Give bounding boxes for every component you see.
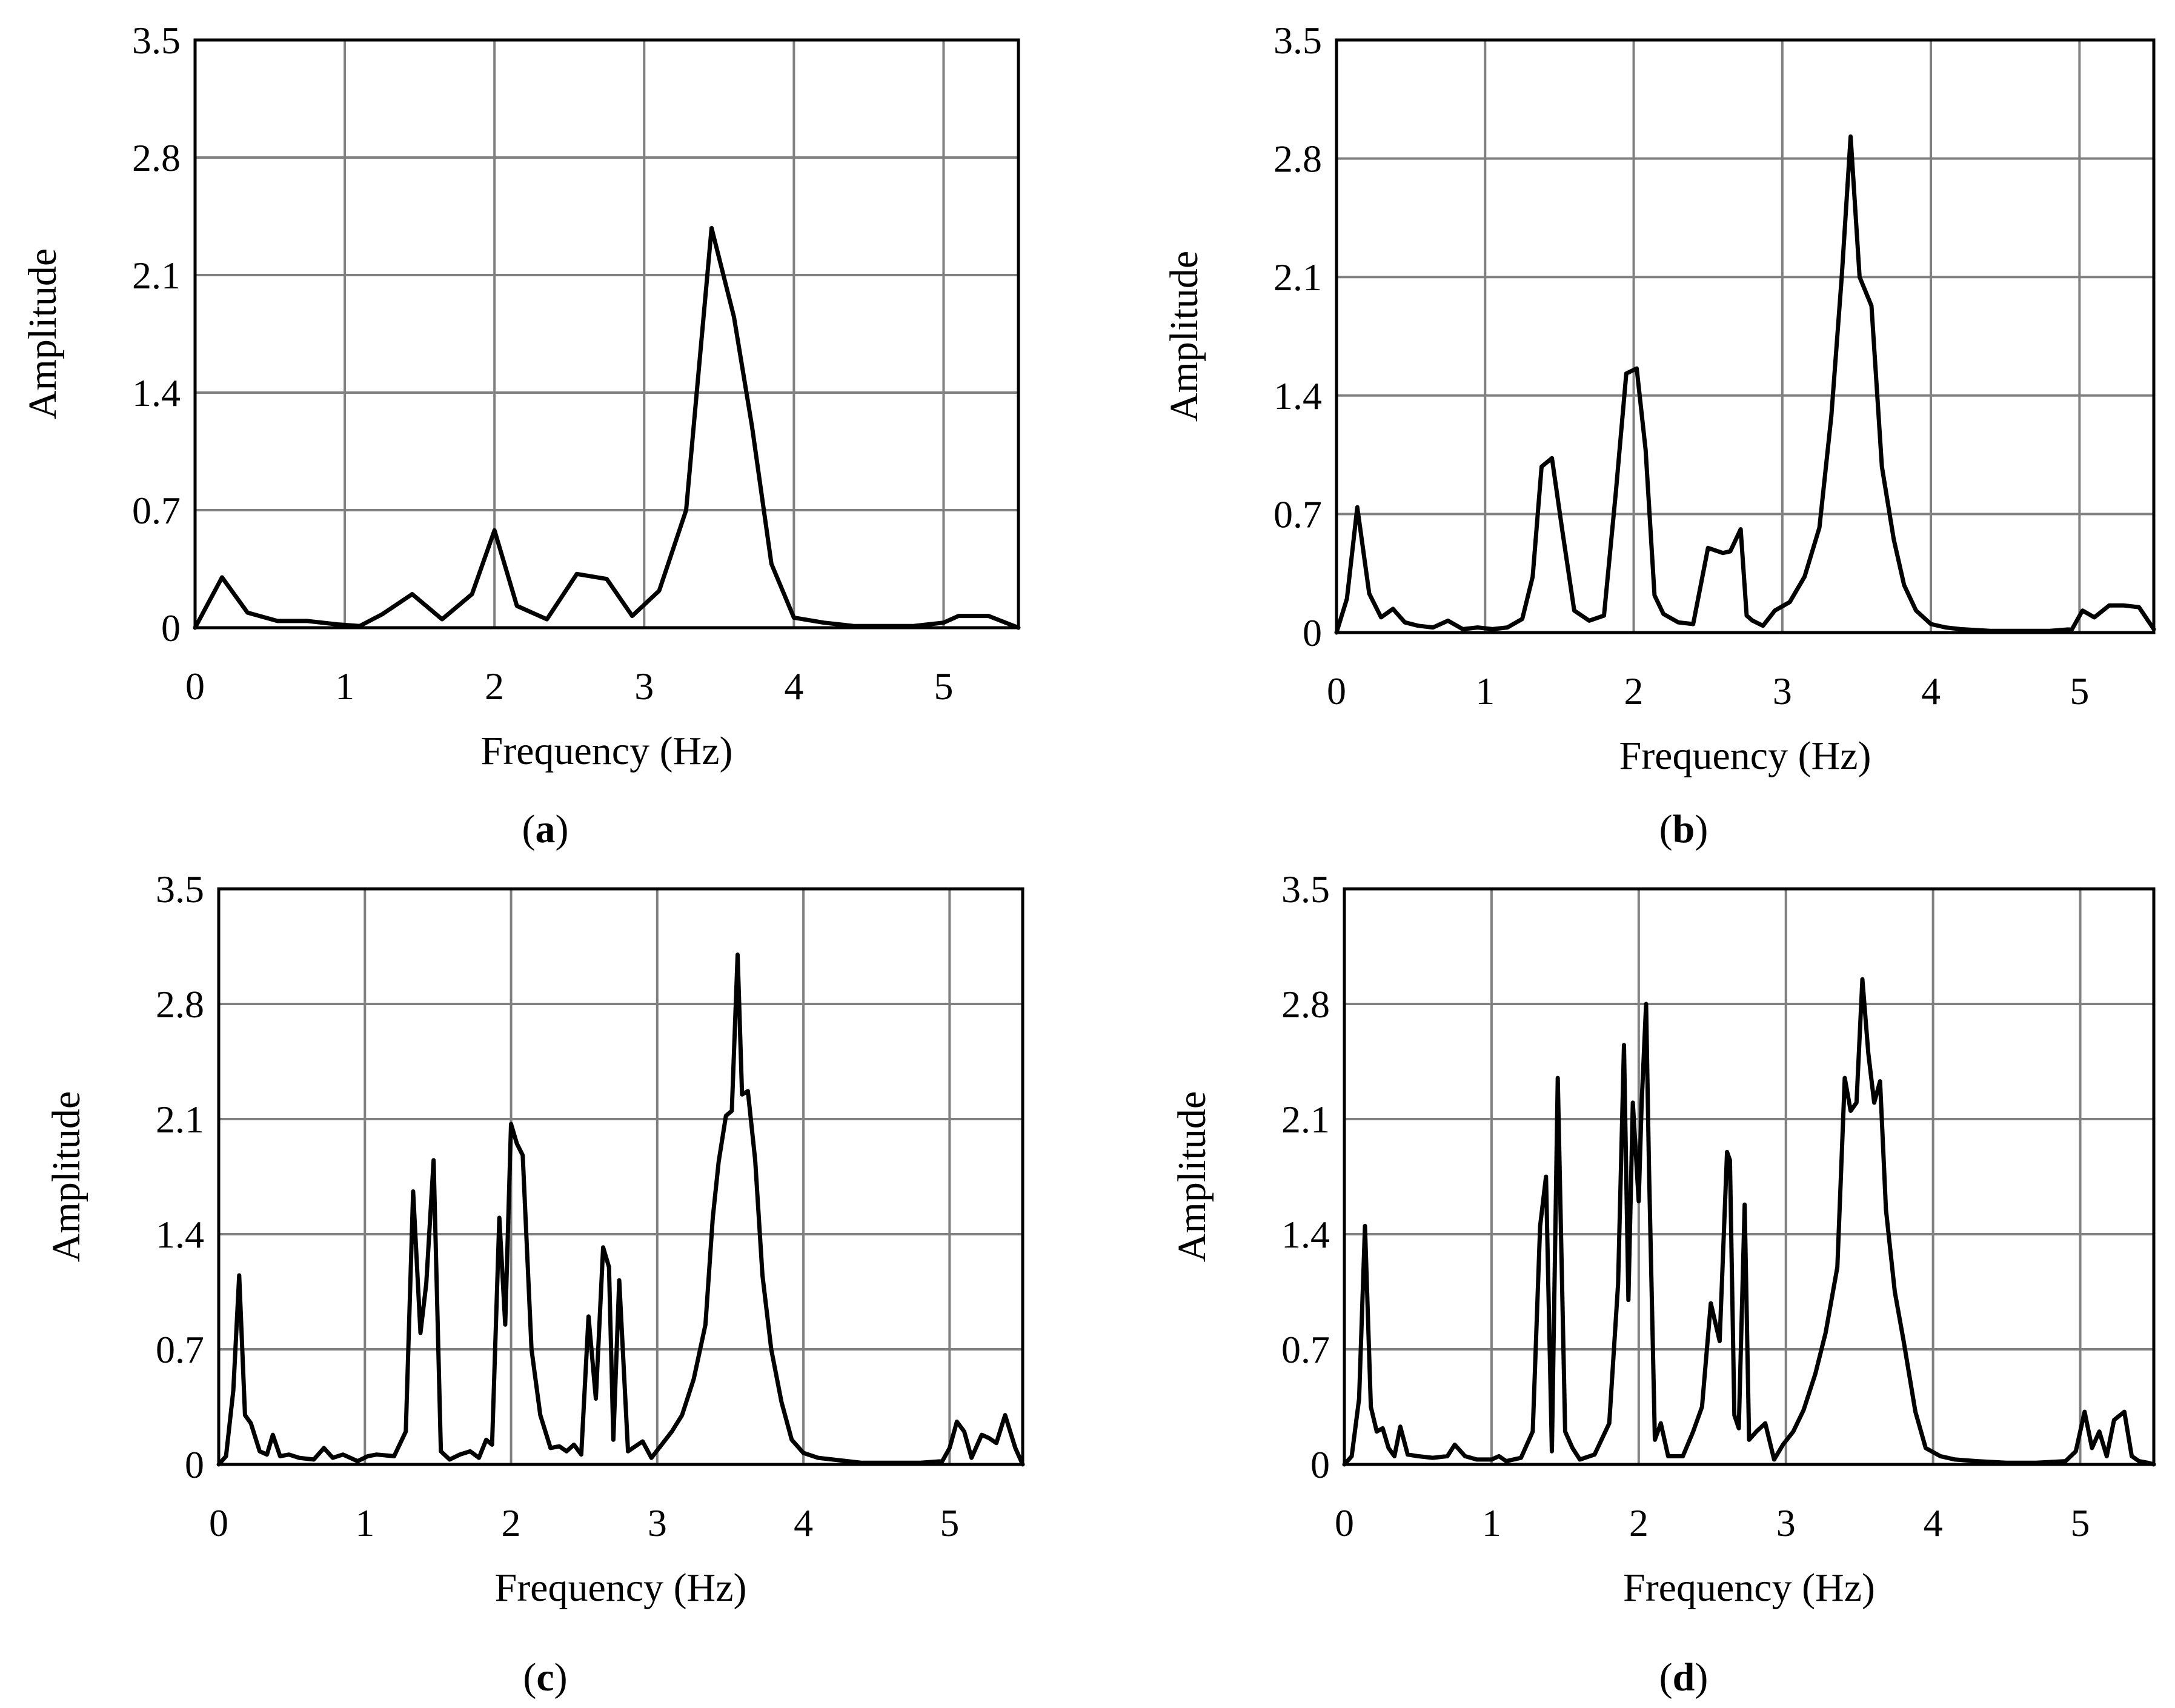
panel-c-y-tick-4: 2.8 [156, 983, 204, 1026]
panel-a-grid [195, 40, 1018, 628]
panel-b-x-tick-1: 1 [1475, 670, 1495, 713]
panel-a-x-tick-1: 1 [335, 665, 354, 708]
panel-a-x-tick-4: 4 [784, 665, 803, 708]
panel-a: 0 1 2 3 4 5 0 0.7 1.4 2.1 2.8 3.5 Frequency (Hz) Am… [21, 19, 1021, 851]
panel-a-y-tick-1: 0.7 [132, 489, 181, 532]
panel-a-x-tick-5: 5 [934, 665, 953, 708]
panel-d-y-tick-4: 2.8 [1281, 983, 1330, 1026]
panel-c-y-tick-2: 1.4 [156, 1213, 204, 1256]
panel-c-y-tick-5: 3.5 [156, 868, 204, 911]
panel-c-y-tick-1: 0.7 [156, 1328, 204, 1371]
panel-b-x-axis-label: Frequency (Hz) [1619, 734, 1871, 778]
panel-a-ticks: 0 1 2 3 4 5 0 0.7 1.4 2.1 2.8 3.5 [132, 19, 953, 708]
panel-c-x-tick-0: 0 [209, 1501, 228, 1544]
panel-b-plot-frame [1335, 38, 2156, 634]
panel-b-y-tick-2: 1.4 [1273, 374, 1322, 417]
panel-b: 0 1 2 3 4 5 0 0.7 1.4 2.1 2.8 3.5 Frequency (Hz) Am… [1162, 19, 2156, 851]
panel-a-y-axis-label: Amplitude [21, 248, 65, 419]
panel-a-y-tick-3: 2.1 [132, 254, 181, 297]
panel-b-caption: (b) [1659, 807, 1708, 851]
panel-d-ticks: 0 1 2 3 4 5 0 0.7 1.4 2.1 2.8 3.5 [1281, 868, 2090, 1544]
panel-b-caption-letter: b [1673, 807, 1695, 851]
panel-d-y-tick-1: 0.7 [1281, 1328, 1330, 1371]
panel-c: 0 1 2 3 4 5 0 0.7 1.4 2.1 2.8 3.5 Frequency (Hz) Am… [44, 868, 1025, 1700]
panel-b-x-tick-0: 0 [1327, 670, 1346, 713]
panel-a-y-tick-5: 3.5 [132, 19, 181, 62]
panel-d-x-tick-5: 5 [2071, 1501, 2090, 1544]
panel-c-x-tick-5: 5 [940, 1501, 959, 1544]
panel-d-x-tick-3: 3 [1776, 1501, 1796, 1544]
panel-c-y-tick-0: 0 [185, 1443, 204, 1486]
panel-c-x-tick-2: 2 [502, 1501, 521, 1544]
panel-c-plot-frame [217, 887, 1024, 1466]
panel-a-x-axis-label: Frequency (Hz) [481, 729, 733, 773]
panel-a-caption: (a) [522, 807, 569, 851]
panel-a-caption-letter: a [536, 807, 556, 851]
panel-d: 0 1 2 3 4 5 0 0.7 1.4 2.1 2.8 3.5 Frequency (Hz) Am… [1170, 868, 2156, 1700]
panel-d-plot-frame [1343, 887, 2156, 1466]
panel-a-y-tick-2: 1.4 [132, 371, 181, 414]
panel-d-x-tick-1: 1 [1482, 1501, 1501, 1544]
panel-a-x-tick-2: 2 [485, 665, 504, 708]
panel-d-y-tick-3: 2.1 [1281, 1098, 1330, 1141]
panel-b-y-axis-label: Amplitude [1162, 251, 1206, 422]
panel-b-grid [1337, 40, 2154, 633]
panel-b-y-tick-1: 0.7 [1273, 493, 1322, 536]
panel-c-spectrum-line [216, 952, 1025, 1467]
panel-a-x-tick-0: 0 [185, 665, 205, 708]
panel-c-caption-letter: c [536, 1655, 554, 1700]
panel-a-y-tick-0: 0 [161, 606, 181, 650]
panel-a-y-tick-4: 2.8 [132, 136, 181, 179]
panel-d-y-tick-5: 3.5 [1281, 868, 1330, 911]
panel-c-y-tick-3: 2.1 [156, 1098, 204, 1141]
panel-b-spectrum-line [1334, 134, 2156, 635]
panel-d-y-axis-label: Amplitude [1170, 1091, 1214, 1262]
panel-b-x-tick-5: 5 [2070, 670, 2089, 713]
panel-d-x-tick-0: 0 [1335, 1501, 1354, 1544]
panel-c-ticks: 0 1 2 3 4 5 0 0.7 1.4 2.1 2.8 3.5 [156, 868, 959, 1544]
panel-b-ticks: 0 1 2 3 4 5 0 0.7 1.4 2.1 2.8 3.5 [1273, 19, 2089, 713]
panel-a-plot-frame [193, 38, 1020, 630]
panel-b-y-tick-5: 3.5 [1273, 19, 1322, 62]
panel-c-x-tick-1: 1 [355, 1501, 374, 1544]
panel-d-caption-letter: d [1673, 1655, 1695, 1700]
panel-b-y-tick-0: 0 [1303, 611, 1322, 654]
panel-a-x-tick-3: 3 [634, 665, 654, 708]
panel-d-caption: (d) [1659, 1655, 1708, 1700]
panel-c-x-axis-label: Frequency (Hz) [495, 1566, 747, 1610]
panel-d-spectrum-line [1342, 977, 2156, 1467]
panel-d-x-tick-2: 2 [1629, 1501, 1649, 1544]
panel-c-x-tick-4: 4 [794, 1501, 813, 1544]
panel-d-y-tick-2: 1.4 [1281, 1213, 1330, 1256]
panel-c-caption: (c) [523, 1655, 567, 1700]
panel-d-x-tick-4: 4 [1924, 1501, 1943, 1544]
panel-d-y-tick-0: 0 [1310, 1443, 1330, 1486]
panel-b-x-tick-2: 2 [1624, 670, 1644, 713]
panel-b-y-tick-4: 2.8 [1273, 138, 1322, 181]
panel-a-spectrum-line [193, 225, 1021, 630]
panel-c-y-axis-label: Amplitude [44, 1091, 88, 1262]
panel-b-y-tick-3: 2.1 [1273, 256, 1322, 299]
panel-b-x-tick-4: 4 [1921, 670, 1941, 713]
panel-b-x-tick-3: 3 [1773, 670, 1792, 713]
panel-d-x-axis-label: Frequency (Hz) [1623, 1566, 1875, 1610]
panel-c-x-tick-3: 3 [648, 1501, 667, 1544]
